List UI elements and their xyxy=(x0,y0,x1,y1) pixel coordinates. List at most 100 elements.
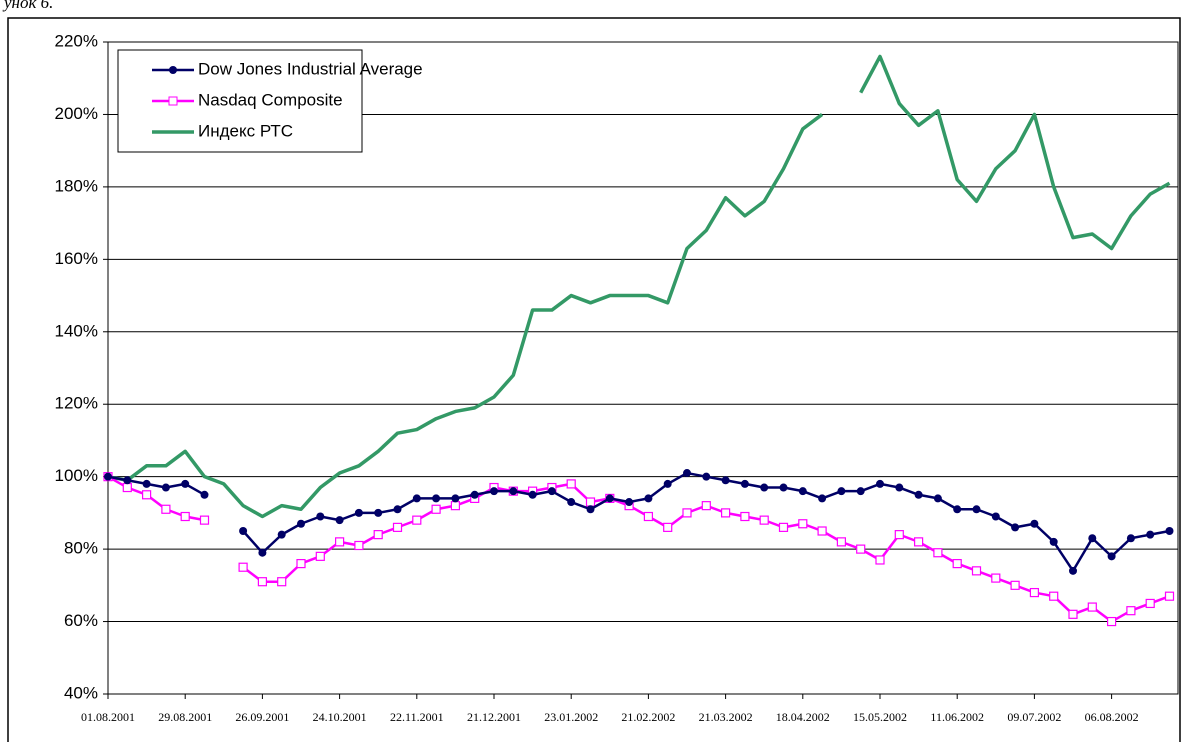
point xyxy=(818,494,827,503)
x-tick-label: 24.10.2001 xyxy=(313,710,367,724)
point xyxy=(1011,523,1020,532)
point xyxy=(586,505,595,514)
x-tick-label: 23.01.2002 xyxy=(544,710,598,724)
legend-label: Dow Jones Industrial Average xyxy=(198,59,423,78)
point xyxy=(567,498,576,507)
point xyxy=(1146,530,1155,539)
point xyxy=(1010,580,1020,590)
point xyxy=(663,522,673,532)
point xyxy=(720,508,731,518)
point xyxy=(354,508,363,517)
x-tick-label: 01.08.2001 xyxy=(81,710,135,724)
point xyxy=(239,527,248,535)
point xyxy=(836,537,847,547)
point xyxy=(876,479,884,488)
x-tick-label: 15.05.2002 xyxy=(853,710,907,724)
y-tick-label: 60% xyxy=(64,611,98,630)
point xyxy=(392,522,403,532)
point xyxy=(914,490,923,499)
point xyxy=(817,526,827,536)
x-tick-label: 11.06.2002 xyxy=(930,710,984,724)
point xyxy=(528,490,537,499)
point xyxy=(257,577,267,587)
y-tick-label: 160% xyxy=(55,249,98,268)
point xyxy=(1049,537,1058,546)
point xyxy=(316,512,325,521)
legend-marker xyxy=(168,96,178,106)
point xyxy=(277,530,286,539)
point xyxy=(702,472,711,481)
point xyxy=(740,511,750,522)
point xyxy=(1126,606,1136,616)
point xyxy=(971,566,982,576)
x-tick-label: 21.02.2002 xyxy=(621,710,675,724)
x-tick-label: 29.08.2001 xyxy=(158,710,212,724)
point xyxy=(778,522,789,532)
point xyxy=(1030,519,1039,528)
point xyxy=(490,487,498,496)
point xyxy=(798,487,807,496)
point xyxy=(972,505,981,514)
point xyxy=(238,562,248,572)
point xyxy=(566,479,576,489)
point xyxy=(991,573,1001,583)
point xyxy=(161,483,170,492)
point xyxy=(760,483,769,492)
x-tick-label: 26.09.2001 xyxy=(235,710,289,724)
point xyxy=(894,530,904,540)
point xyxy=(643,511,654,522)
point xyxy=(1145,598,1155,609)
legend-marker xyxy=(169,66,177,74)
point xyxy=(296,558,306,569)
point xyxy=(740,479,749,488)
caption: унок 6. xyxy=(2,0,53,12)
series-line xyxy=(107,471,1170,573)
point xyxy=(683,469,691,478)
point xyxy=(779,483,788,492)
point xyxy=(1126,534,1135,543)
y-tick-label: 40% xyxy=(64,683,98,702)
point xyxy=(663,479,672,488)
x-tick-label: 06.08.2002 xyxy=(1085,710,1139,724)
point xyxy=(432,494,441,503)
point xyxy=(161,504,171,514)
point xyxy=(798,519,808,529)
point xyxy=(875,555,885,565)
point xyxy=(644,494,653,503)
point xyxy=(199,515,210,525)
series-line xyxy=(107,54,1171,519)
point xyxy=(605,494,614,503)
point xyxy=(470,490,479,499)
point xyxy=(1049,591,1059,601)
point xyxy=(393,505,402,514)
point xyxy=(895,483,904,492)
point xyxy=(354,540,364,551)
point xyxy=(547,487,556,496)
point xyxy=(297,519,305,528)
point xyxy=(721,476,730,485)
y-tick-label: 200% xyxy=(55,104,98,123)
y-tick-label: 120% xyxy=(55,394,98,413)
point xyxy=(450,501,460,511)
point xyxy=(412,515,422,525)
point xyxy=(913,537,924,547)
legend-label: Индекс РТС xyxy=(198,121,293,140)
point xyxy=(991,512,1000,521)
point xyxy=(123,476,132,485)
point xyxy=(837,487,846,496)
point xyxy=(142,479,151,488)
y-tick-label: 180% xyxy=(55,176,98,195)
y-tick-label: 220% xyxy=(55,31,98,50)
point xyxy=(373,530,383,540)
point xyxy=(412,494,421,503)
point xyxy=(431,504,441,514)
point xyxy=(142,490,152,500)
point xyxy=(1087,602,1097,612)
point xyxy=(1029,587,1040,598)
point xyxy=(1165,527,1174,535)
point xyxy=(759,515,769,525)
point xyxy=(856,487,865,496)
legend-label: Nasdaq Composite xyxy=(198,90,343,109)
point xyxy=(625,498,634,507)
